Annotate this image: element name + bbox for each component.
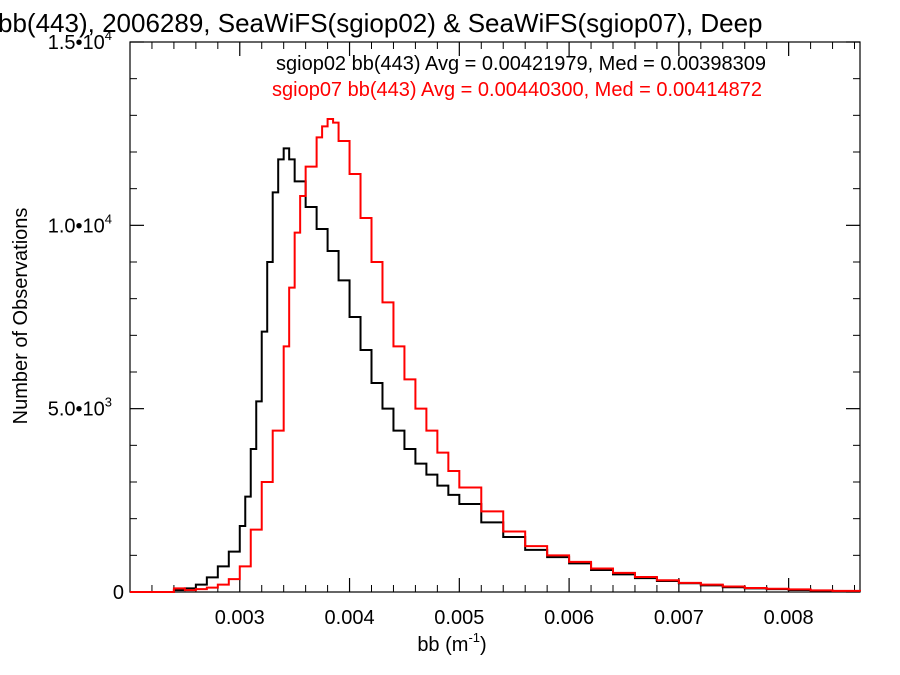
y-tick-label: 1.5•104 (48, 28, 112, 54)
x-tick-label: 0.006 (544, 607, 594, 629)
chart-title: bb(443), 2006289, SeaWiFS(sgiop02) & Sea… (0, 8, 763, 38)
y-axis-label: Number of Observations (10, 208, 32, 425)
legend-entry-sgiop07: sgiop07 bb(443) Avg = 0.00440300, Med = … (272, 79, 762, 101)
plot-border (129, 41, 861, 593)
x-axis-ticks: 0.003 0.004 0.005 0.006 0.007 0.008 (151, 42, 856, 629)
x-tick-label: 0.007 (654, 607, 704, 629)
y-tick-label: 5.0•103 (48, 395, 112, 421)
series-layer (130, 118, 861, 593)
x-tick-label: 0.003 (215, 607, 265, 629)
series-line-sgiop07 (130, 118, 861, 593)
x-tick-label: 0.004 (325, 607, 375, 629)
plot-frame (129, 41, 861, 593)
legend-entry-sgiop02: sgiop02 bb(443) Avg = 0.00421979, Med = … (276, 53, 766, 75)
series-line-sgiop02 (130, 147, 861, 593)
x-axis-label: bb (m-1) (417, 630, 486, 656)
x-tick-label: 0.005 (434, 607, 484, 629)
y-axis-ticks: 0 5.0•103 1.0•104 1.5•104 (48, 28, 860, 604)
y-tick-label: 0 (113, 582, 124, 604)
y-tick-label: 1.0•104 (48, 211, 112, 237)
x-tick-label: 0.008 (764, 607, 814, 629)
